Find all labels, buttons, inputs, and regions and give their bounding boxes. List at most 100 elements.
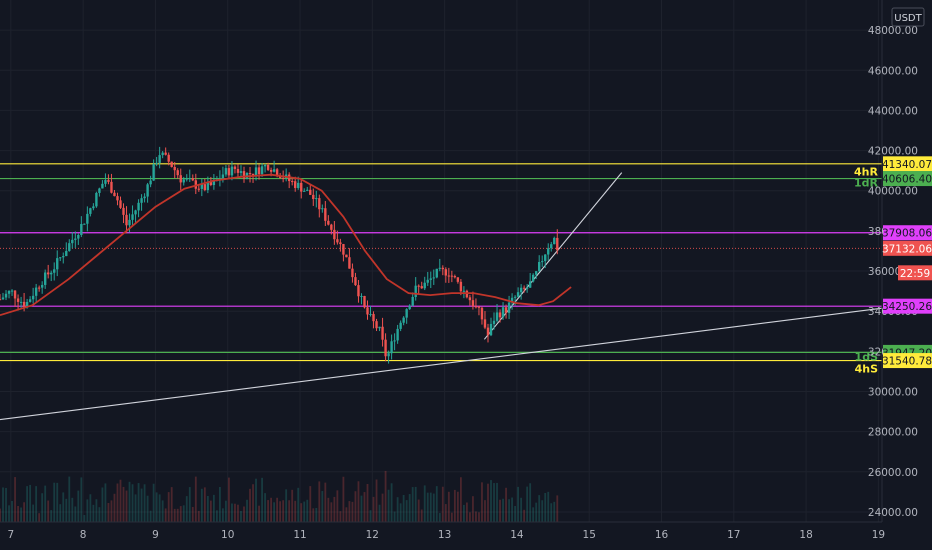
candle-body — [59, 257, 62, 259]
candle-body — [366, 307, 369, 315]
volume-bar — [544, 493, 547, 522]
candle-body — [188, 178, 191, 180]
volume-bar — [297, 487, 300, 522]
candle-body — [31, 295, 35, 300]
volume-bar — [92, 504, 95, 522]
volume-bar — [505, 487, 507, 522]
candle-body — [544, 254, 547, 262]
candle-body — [107, 180, 110, 182]
candle-body — [492, 320, 496, 324]
candle-body — [116, 196, 119, 201]
candle-body — [110, 181, 113, 193]
volume-bar — [107, 502, 110, 522]
candle-body — [528, 281, 532, 288]
volume-bar — [188, 487, 191, 522]
volume-bar — [240, 510, 242, 522]
candle-body — [462, 290, 466, 292]
volume-bar — [459, 477, 462, 522]
volume-bar — [215, 510, 218, 522]
volume-bar — [231, 503, 233, 522]
volume-bar — [484, 500, 486, 522]
volume-bar — [399, 503, 402, 522]
candle-body — [4, 293, 8, 298]
volume-bar — [119, 479, 122, 522]
volume-bar — [366, 483, 369, 522]
volume-bar — [11, 500, 13, 522]
candle-body — [272, 169, 276, 172]
candle-body — [182, 179, 185, 183]
volume-bar — [423, 485, 426, 522]
volume-bar — [432, 493, 435, 522]
volume-bar — [306, 499, 309, 522]
time-tick-label: 19 — [872, 529, 885, 541]
candle-body — [297, 182, 300, 188]
candle-body — [233, 166, 237, 170]
candle-body — [363, 295, 366, 308]
price-tick-label: 48000.00 — [868, 25, 918, 37]
volume-bar — [14, 477, 16, 522]
level-annotation: 4hR — [854, 166, 878, 179]
candle-body — [71, 239, 74, 244]
currency-button[interactable] — [891, 7, 925, 27]
volume-bar — [0, 508, 1, 522]
candle-body — [477, 306, 481, 308]
volume-bar — [56, 482, 59, 522]
candle-body — [369, 314, 372, 316]
volume-bar — [556, 495, 559, 522]
volume-bar — [29, 484, 32, 522]
level-annotation: 1dR — [854, 177, 879, 190]
candle-body — [16, 298, 20, 302]
candle-body — [309, 189, 312, 195]
volume-bar — [529, 483, 532, 522]
volume-bar — [173, 508, 176, 522]
volume-bar — [206, 495, 209, 522]
volume-bar — [339, 511, 342, 522]
candle-body — [336, 239, 339, 243]
volume-bar — [182, 505, 185, 522]
volume-bar — [140, 488, 143, 522]
candle-body — [306, 189, 309, 191]
candle-body — [556, 237, 559, 251]
current-price-tag — [883, 240, 932, 256]
candle-body — [86, 213, 89, 224]
candle-body — [318, 198, 321, 210]
candle-body — [13, 290, 17, 299]
candle-body — [191, 178, 194, 181]
candle-body — [25, 301, 29, 308]
candle-body — [426, 279, 429, 283]
candle-body — [62, 256, 65, 258]
volume-bar — [158, 494, 161, 522]
volume-bar — [414, 486, 417, 522]
volume-bar — [402, 494, 405, 522]
volume-bar — [8, 505, 10, 522]
candle-body — [281, 177, 285, 179]
candle-body — [170, 161, 173, 168]
volume-bar — [122, 486, 125, 522]
time-tick-label: 16 — [655, 529, 669, 541]
price-tick-label: 26000.00 — [868, 467, 918, 479]
candle-body — [423, 282, 426, 289]
candle-body — [251, 173, 255, 176]
candle-body — [339, 242, 342, 245]
countdown-tag — [898, 265, 932, 281]
candle-body — [53, 269, 56, 273]
candle-body — [152, 164, 155, 181]
candle-body — [510, 297, 514, 303]
candle-body — [155, 162, 158, 165]
volume-bar — [526, 486, 529, 522]
candle-body — [324, 208, 327, 221]
candle-body — [360, 295, 363, 297]
price-tick-label: 28000.00 — [868, 427, 918, 439]
volume-bar — [62, 492, 65, 522]
volume-bar — [23, 502, 25, 522]
level-tag-label: 37908.06 — [882, 228, 932, 240]
candle-body — [257, 167, 261, 175]
candle-body — [113, 192, 116, 197]
candle-body — [167, 154, 170, 162]
volume-bar — [89, 494, 92, 522]
volume-bar — [481, 482, 483, 522]
volume-bar — [200, 488, 203, 522]
volume-bar — [285, 489, 288, 522]
